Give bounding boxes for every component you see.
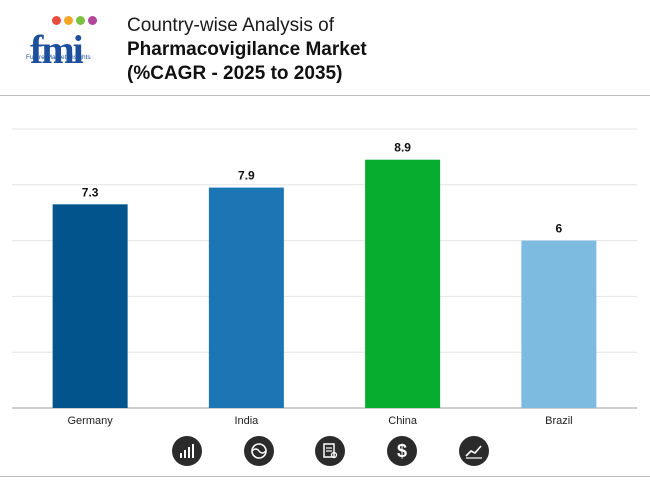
bar-germany bbox=[52, 204, 128, 408]
title-line-1: Country-wise Analysis of bbox=[127, 15, 334, 36]
logo-subtitle: Future Market Insights bbox=[26, 54, 91, 61]
header-divider bbox=[0, 95, 650, 96]
trend-chart-icon bbox=[459, 436, 489, 466]
bar-china bbox=[365, 159, 441, 408]
svg-text:$: $ bbox=[397, 441, 407, 461]
fmi-logo: fmi Future Market Insights bbox=[22, 12, 110, 72]
dollar-icon: $ bbox=[387, 436, 417, 466]
chart-title: Country-wise Analysis of Pharmacovigilan… bbox=[127, 14, 367, 86]
tick-label: Brazil bbox=[545, 415, 573, 427]
bar-chart: 7.3 Germany 7.9 India 8.9 China 6 Brazil bbox=[12, 128, 637, 427]
bar-brazil bbox=[521, 240, 597, 408]
data-label: 8.9 bbox=[394, 141, 411, 155]
footer-divider bbox=[0, 476, 650, 477]
data-label: 7.9 bbox=[238, 169, 255, 183]
globe-icon bbox=[244, 436, 274, 466]
tick-label: China bbox=[388, 415, 418, 427]
title-line-3: (%CAGR - 2025 to 2035) bbox=[127, 63, 343, 84]
bar-india bbox=[208, 187, 284, 408]
header: fmi Future Market Insights Country-wise … bbox=[0, 0, 650, 95]
footer-icons: $ bbox=[0, 436, 650, 470]
data-label: 7.3 bbox=[82, 185, 99, 199]
title-line-2: Pharmacovigilance Market bbox=[127, 39, 367, 60]
bar-chart-icon bbox=[172, 436, 202, 466]
logo-dots bbox=[52, 12, 100, 26]
document-icon bbox=[315, 436, 345, 466]
data-label: 6 bbox=[556, 222, 563, 236]
tick-label: Germany bbox=[68, 415, 114, 427]
logo-text: fmi bbox=[30, 27, 84, 72]
tick-label: India bbox=[234, 415, 259, 427]
